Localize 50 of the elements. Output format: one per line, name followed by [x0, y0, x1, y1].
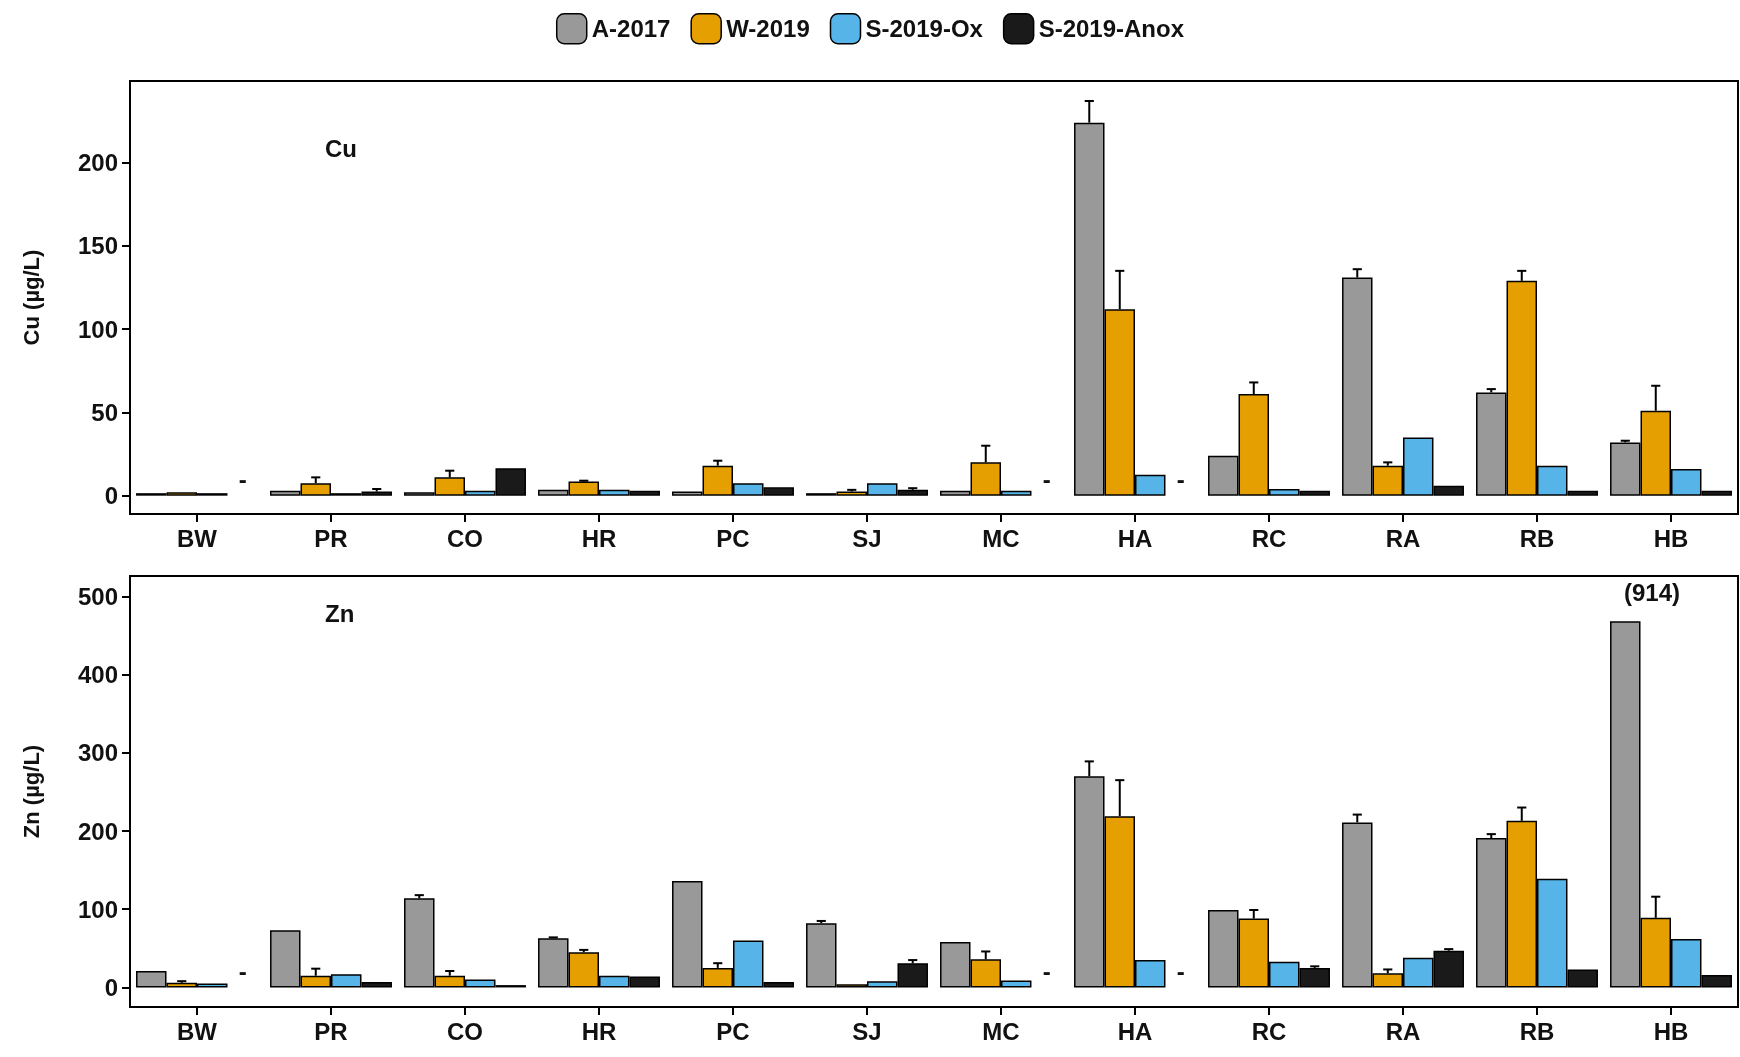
legend-label: S-2019-Anox — [1038, 15, 1185, 43]
y-tick-label: 0 — [104, 482, 118, 510]
text: Cu — [325, 134, 357, 162]
x-tick-label: BW — [177, 1017, 218, 1045]
y-tick-label: 200 — [77, 817, 118, 845]
x-tick-label: MC — [982, 1017, 1020, 1045]
y-tick-label: 50 — [91, 398, 118, 426]
x-tick-label: CO — [447, 1017, 483, 1045]
x-tick-label: RA — [1385, 524, 1421, 552]
y-axis-title: Zn (µg/L) — [18, 744, 44, 839]
x-tick-label: RB — [1519, 524, 1555, 552]
x-tick-label: PR — [314, 1017, 348, 1045]
legend-label: W-2019 — [726, 15, 810, 43]
y-tick-label: 200 — [77, 149, 118, 177]
x-tick-label: PC — [716, 1017, 750, 1045]
x-tick-label: RB — [1519, 1017, 1555, 1045]
annotation: - — [1042, 466, 1051, 494]
y-tick-label: 300 — [77, 739, 118, 767]
annotation: - — [1176, 957, 1185, 985]
y-tick-label: 100 — [77, 895, 118, 923]
x-tick-label: SJ — [852, 1017, 882, 1045]
annotation: - — [238, 466, 247, 494]
x-tick-label: RA — [1385, 1017, 1421, 1045]
x-tick-label: PR — [314, 524, 348, 552]
legend-label: A-2017 — [591, 15, 671, 43]
y-tick-label: 400 — [77, 661, 118, 689]
x-tick-label: PC — [716, 524, 750, 552]
annotation: - — [1176, 466, 1185, 494]
x-tick-label: SJ — [852, 524, 882, 552]
x-tick-label: HB — [1653, 1017, 1689, 1045]
text: Zn — [325, 599, 355, 627]
annotation: - — [238, 957, 247, 985]
x-tick-label: RC — [1251, 1017, 1287, 1045]
x-tick-label: HA — [1117, 524, 1153, 552]
x-tick-label: HR — [581, 524, 617, 552]
x-tick-label: RC — [1251, 524, 1287, 552]
legend-label: S-2019-Ox — [865, 15, 984, 43]
annotation: (914) — [1623, 578, 1680, 606]
x-tick-label: HR — [581, 1017, 617, 1045]
x-tick-label: HA — [1117, 1017, 1153, 1045]
y-tick-label: 0 — [104, 973, 118, 1001]
y-tick-label: 100 — [77, 315, 118, 343]
x-tick-label: CO — [447, 524, 483, 552]
y-tick-label: 500 — [77, 582, 118, 610]
x-tick-label: HB — [1653, 524, 1689, 552]
y-tick-label: 150 — [77, 232, 118, 260]
x-tick-label: MC — [982, 524, 1020, 552]
annotation: - — [1042, 957, 1051, 985]
x-tick-label: BW — [177, 524, 218, 552]
y-axis-title: Cu (µg/L) — [18, 249, 44, 346]
